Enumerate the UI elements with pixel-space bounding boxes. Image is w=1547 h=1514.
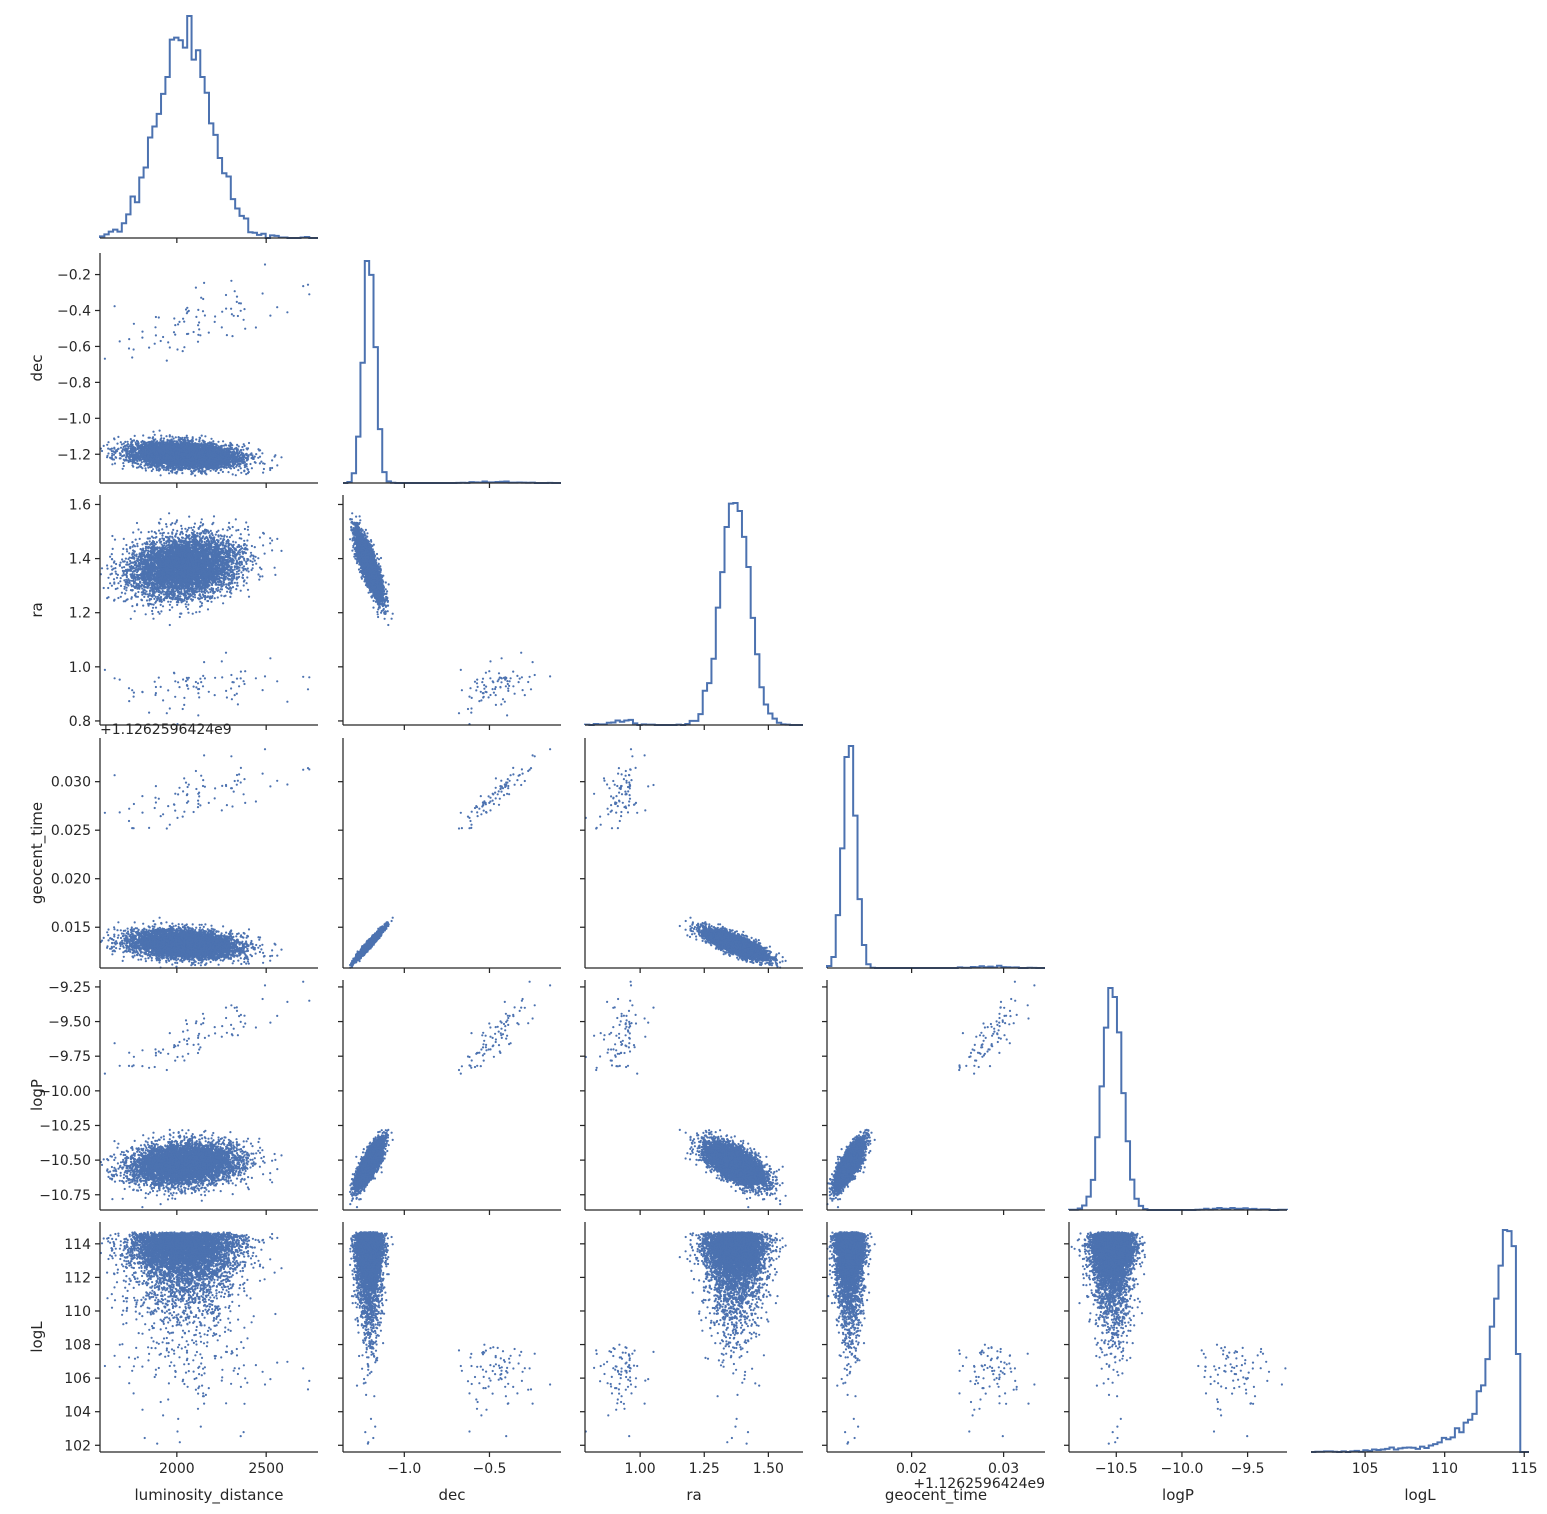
scatter-point [144,467,146,469]
histogram-luminosity_distance [100,16,318,238]
panel-dec-vs-luminosity_distance: −1.2−1.0−0.8−0.6−0.4−0.2 [57,253,318,488]
scatter-point [160,435,162,437]
scatter-point [123,443,125,445]
scatter-point [231,313,233,315]
scatter-point [193,331,195,333]
scatter-point [165,435,167,437]
scatter-point [141,331,143,333]
scatter-point [260,461,262,463]
scatter-points [100,263,311,476]
scatter-point [195,438,197,440]
scatter-point [168,472,170,474]
scatter-point [152,468,154,470]
scatter-point [197,324,199,326]
scatter-point [248,442,250,444]
scatter-point [128,338,130,340]
scatter-point [222,471,224,473]
scatter-point [195,316,197,318]
scatter-point [200,297,202,299]
panel-luminosity_distance-vs-luminosity_distance [100,16,318,243]
scatter-point [173,438,175,440]
scatter-point [212,440,214,442]
scatter-point [142,434,144,436]
scatter-point [223,445,225,447]
scatter-point [106,444,108,446]
scatter-point [255,326,257,328]
scatter-point [127,441,129,443]
